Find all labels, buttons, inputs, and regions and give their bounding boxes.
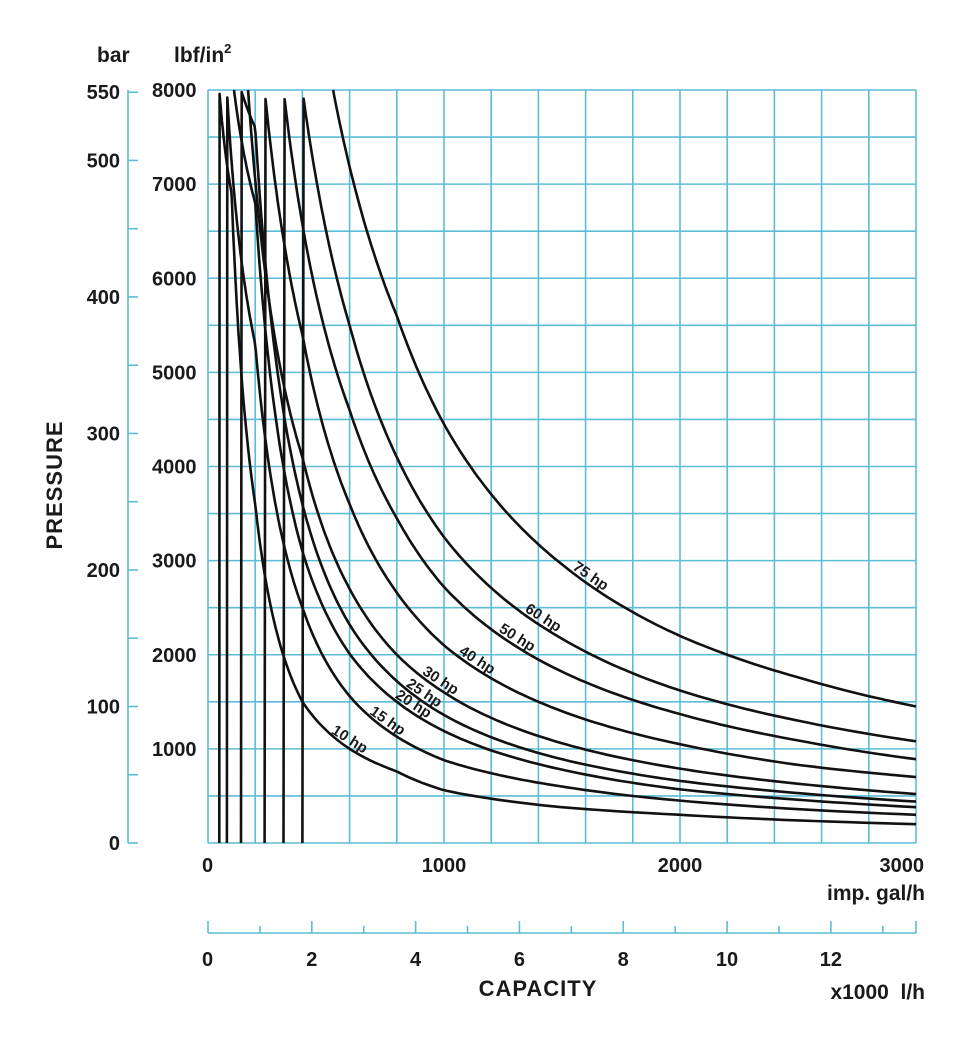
- curve-label: 60 hp: [522, 600, 564, 635]
- curve-10hp: [218, 92, 917, 844]
- inner-y-tick-label: 6000: [152, 268, 197, 290]
- curve-25hp: [239, 90, 917, 844]
- curve-label: 50 hp: [496, 620, 538, 655]
- primary-x-unit-label: imp. gal/h: [827, 882, 925, 905]
- inner-y-tick-label: 1000: [152, 739, 197, 761]
- curve-30hp: [246, 89, 917, 796]
- outer-y-tick-label: 200: [87, 560, 120, 582]
- axes: 0100200300400500550100020003000400050006…: [87, 80, 924, 971]
- inner-y-tick-label: 2000: [152, 645, 197, 667]
- axis-text: bar lbf/in2 PRESSURE imp. gal/h CAPACITY…: [42, 41, 925, 1004]
- secondary-x-tick-label: 6: [514, 949, 525, 971]
- inner-y-unit-base: lbf/in: [174, 44, 224, 67]
- primary-x-tick-label: 2000: [658, 855, 703, 877]
- outer-y-tick-label: 400: [87, 287, 120, 309]
- primary-x-tick-label: 0: [202, 855, 213, 877]
- outer-y-tick-label: 0: [109, 833, 120, 855]
- hp-curves: [218, 89, 917, 844]
- secondary-x-tick-label: 0: [202, 949, 213, 971]
- x-axis-title: CAPACITY: [479, 976, 598, 1001]
- primary-x-tick-label: 1000: [422, 855, 467, 877]
- inner-y-tick-label: 8000: [152, 80, 197, 102]
- curve-15hp: [225, 96, 917, 844]
- outer-y-tick-label: 100: [87, 696, 120, 718]
- curve-20hp: [232, 89, 917, 809]
- inner-y-tick-label: 5000: [152, 362, 197, 384]
- secondary-x-tick-label: 8: [618, 949, 629, 971]
- outer-y-tick-label: 550: [87, 82, 120, 104]
- primary-x-tick-label: 3000: [880, 855, 925, 877]
- secondary-x-tick-label: 4: [410, 949, 422, 971]
- outer-y-tick-label: 300: [87, 423, 120, 445]
- secondary-x-tick-label: 2: [306, 949, 317, 971]
- inner-y-unit-label: lbf/in2: [174, 41, 231, 67]
- curve-label: 15 hp: [367, 703, 409, 739]
- curve-50hp: [282, 97, 917, 844]
- secondary-x-tick-label: 12: [820, 949, 842, 971]
- secondary-x-unit-label: x1000 l/h: [830, 981, 925, 1004]
- curve-60hp: [301, 97, 917, 844]
- inner-y-unit-exponent: 2: [224, 41, 231, 56]
- curve-40hp: [263, 97, 917, 844]
- curve-label: 75 hp: [570, 558, 612, 594]
- inner-y-tick-label: 3000: [152, 551, 197, 573]
- secondary-x-tick-label: 10: [716, 949, 738, 971]
- outer-y-unit-label: bar: [97, 44, 130, 67]
- inner-y-tick-label: 4000: [152, 457, 197, 479]
- y-axis-title: PRESSURE: [42, 420, 67, 549]
- inner-y-tick-label: 7000: [152, 174, 197, 196]
- outer-y-tick-label: 500: [87, 150, 120, 172]
- grid: [207, 89, 917, 844]
- curve-75hp: [331, 89, 917, 708]
